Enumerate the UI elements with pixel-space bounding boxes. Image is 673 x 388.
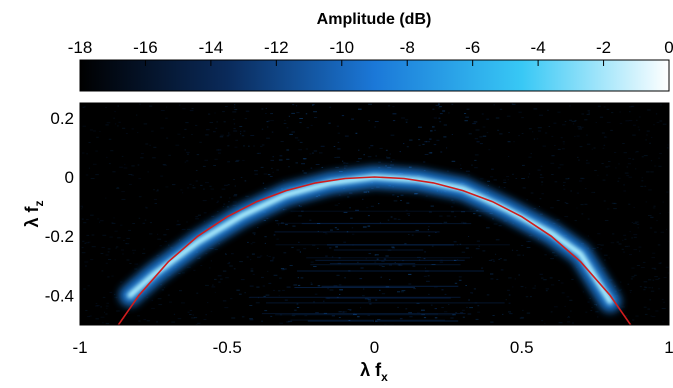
y-axis-label-main: λ f bbox=[22, 205, 42, 227]
colorbar-tick-label: -10 bbox=[329, 38, 354, 57]
y-axis-label: λ fz bbox=[22, 200, 46, 227]
x-tick-label: 0.5 bbox=[510, 338, 534, 357]
colorbar-tick-label: -18 bbox=[68, 38, 93, 57]
x-tick-label: 1 bbox=[664, 338, 673, 357]
colorbar-tick-label: -6 bbox=[465, 38, 480, 57]
colorbar bbox=[79, 59, 670, 92]
x-axis-label-sub: x bbox=[381, 370, 388, 384]
y-axis-label-sub: z bbox=[32, 200, 46, 206]
colorbar-ticks bbox=[79, 60, 670, 66]
y-tick-label: 0 bbox=[65, 168, 74, 187]
colorbar-title: Amplitude (dB) bbox=[317, 11, 432, 28]
colorbar-tick-label: -2 bbox=[596, 38, 611, 57]
plot-background bbox=[80, 103, 669, 325]
y-tick-label: -0.4 bbox=[45, 286, 74, 305]
x-tick-label: 0 bbox=[370, 338, 379, 357]
colorbar-tick-label: 0 bbox=[664, 38, 673, 57]
reference-curve bbox=[117, 176, 632, 325]
x-tick-label: -0.5 bbox=[213, 338, 242, 357]
colorbar-tick-label: -14 bbox=[199, 38, 224, 57]
x-tick-label: -1 bbox=[72, 338, 87, 357]
plot-content bbox=[80, 103, 669, 325]
x-axis-label-main: λ f bbox=[360, 360, 382, 380]
colorbar-tick-labels: -18 -16 -14 -12 -10 -8 -6 -4 -2 0 bbox=[68, 38, 673, 57]
y-axis-ticks: 0.2 0 -0.2 -0.4 bbox=[45, 109, 86, 305]
colorbar-tick-label: -12 bbox=[264, 38, 289, 57]
noise-speckle bbox=[80, 103, 669, 325]
x-axis-ticks: -1 -0.5 0 0.5 1 bbox=[72, 319, 673, 357]
y-tick-label: -0.2 bbox=[45, 227, 74, 246]
x-axis-label: λ fx bbox=[360, 360, 388, 384]
colorbar-tick-label: -4 bbox=[531, 38, 546, 57]
y-tick-label: 0.2 bbox=[50, 109, 74, 128]
colorbar-tick-label: -8 bbox=[400, 38, 415, 57]
colorbar-tick-label: -16 bbox=[133, 38, 158, 57]
